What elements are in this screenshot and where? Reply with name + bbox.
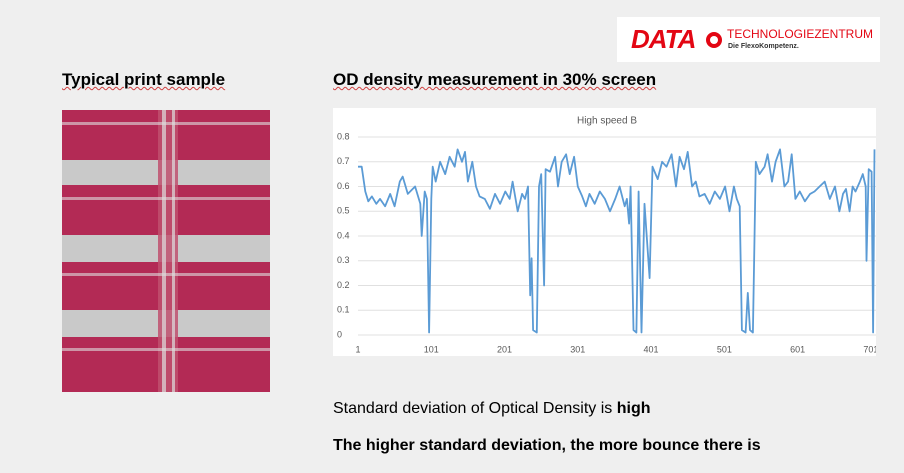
y-tick-label: 0.5: [337, 206, 350, 216]
logo-icon: [705, 31, 723, 49]
y-tick-label: 0.2: [337, 280, 350, 290]
y-tick-label: 0: [337, 329, 342, 339]
x-tick-label: 601: [790, 344, 805, 354]
chart: High speed B 0 0.1 0.2 0.3 0.4 0.5 0.6 0.7 0.8 1 1…: [333, 108, 876, 356]
x-tick-label: 1: [355, 344, 360, 354]
note-1: Standard deviation of Optical Density is…: [333, 400, 650, 418]
y-tick-label: 0.1: [337, 305, 350, 315]
logo-brand: DATA: [631, 24, 695, 55]
y-tick-label: 0.8: [337, 131, 350, 141]
right-heading: OD density measurement in 30% screen: [333, 70, 656, 90]
note-1-text: Standard deviation of Optical Density is: [333, 400, 612, 417]
y-tick-label: 0.6: [337, 181, 350, 191]
y-tick-label: 0.4: [337, 230, 350, 240]
x-tick-label: 701: [863, 344, 876, 354]
x-tick-label: 301: [570, 344, 585, 354]
x-tick-label: 401: [644, 344, 659, 354]
logo-box: DATA TECHNOLOGIEZENTRUM Die FlexoKompete…: [617, 17, 880, 62]
logo-tagline: Die FlexoKompetenz.: [728, 43, 799, 50]
slide: DATA TECHNOLOGIEZENTRUM Die FlexoKompete…: [0, 0, 904, 473]
note-1-bold: high: [617, 400, 651, 417]
x-tick-label: 101: [424, 344, 439, 354]
y-tick-label: 0.7: [337, 156, 350, 166]
y-tick-label: 0.3: [337, 255, 350, 265]
chart-title: High speed B: [577, 116, 637, 127]
logo-name: TECHNOLOGIEZENTRUM: [727, 27, 873, 41]
x-tick-label: 501: [717, 344, 732, 354]
left-heading: Typical print sample: [62, 70, 225, 90]
x-tick-label: 201: [497, 344, 512, 354]
note-2: The higher standard deviation, the more …: [333, 437, 761, 455]
print-sample: [62, 110, 270, 392]
